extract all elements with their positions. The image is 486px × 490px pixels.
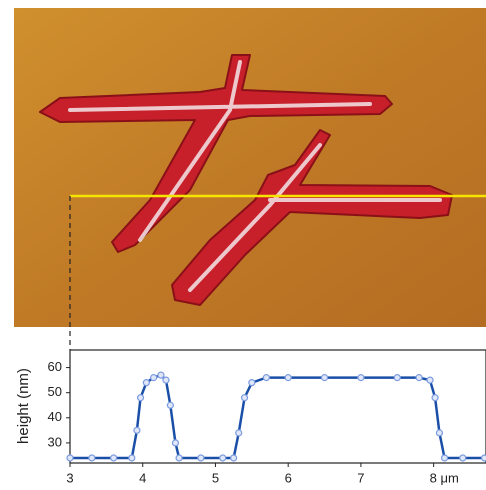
y-axis-label: height (nm) <box>15 368 32 444</box>
profile-point <box>197 454 205 462</box>
profile-point <box>431 394 439 402</box>
profile-point <box>440 454 449 462</box>
profile-point <box>284 374 292 382</box>
afm-image <box>14 8 486 350</box>
profile-point <box>357 374 365 382</box>
profile-point <box>480 454 486 462</box>
x-tick-label: 3 <box>66 470 73 485</box>
profile-line <box>70 373 485 460</box>
y-tick-label: 50 <box>48 384 62 399</box>
profile-point <box>66 454 74 462</box>
x-tick-label: 7 <box>357 470 364 485</box>
profile-point <box>88 454 96 462</box>
y-tick-label: 60 <box>48 359 62 374</box>
y-tick-label: 40 <box>48 409 62 424</box>
profile-point <box>128 454 136 462</box>
x-tick-label: 6 <box>285 470 292 485</box>
x-tick-label: 5 <box>212 470 219 485</box>
profile-point <box>219 454 227 462</box>
plot-frame <box>69 349 486 464</box>
profile-point <box>110 454 118 462</box>
profile-point <box>240 394 249 402</box>
profile-point <box>415 374 423 382</box>
profile-point <box>235 429 243 437</box>
profile-point <box>393 374 401 382</box>
profile-point <box>142 379 150 387</box>
profile-point <box>248 379 256 387</box>
profile-point <box>262 374 270 382</box>
profile-point <box>136 394 145 402</box>
profile-point <box>175 454 183 462</box>
profile-point <box>435 429 444 437</box>
profile-point <box>230 454 238 462</box>
profile-point <box>320 374 329 382</box>
profile-point <box>162 376 170 384</box>
x-tick-label: 8 μm <box>430 470 459 485</box>
y-tick-label: 30 <box>48 434 62 449</box>
profile-point <box>157 371 165 379</box>
profile-point <box>150 374 158 382</box>
profile-point <box>459 454 467 462</box>
profile-point <box>426 376 434 384</box>
profile-point <box>171 439 180 447</box>
x-tick-label: 4 <box>139 470 146 485</box>
profile-point <box>133 426 141 434</box>
profile-point <box>166 401 174 409</box>
